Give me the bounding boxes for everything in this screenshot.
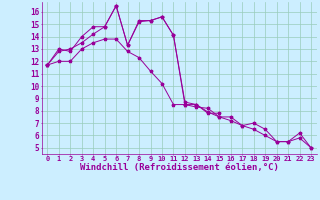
X-axis label: Windchill (Refroidissement éolien,°C): Windchill (Refroidissement éolien,°C) (80, 163, 279, 172)
